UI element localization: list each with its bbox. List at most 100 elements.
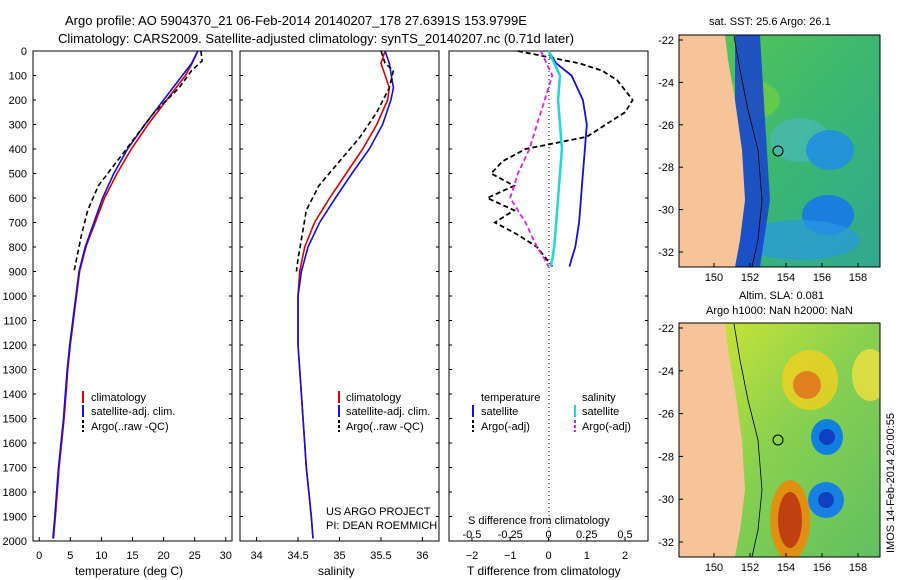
x-tick-label: 20 <box>157 550 169 562</box>
x-tick-label: 34 <box>250 550 262 562</box>
depth-tick-label: 900 <box>9 267 27 279</box>
legend-title-salinity: salinity <box>582 392 616 404</box>
legend-label-argo: Argo(..raw -QC) <box>91 421 169 433</box>
series-line-satellite-adj-clim- <box>52 50 199 539</box>
series-line-satellite-adj-clim- <box>297 50 395 539</box>
legend-label-climatology: climatology <box>346 392 402 404</box>
s-diff-tick-label: 0.25 <box>576 529 597 541</box>
lon-tick-label: 152 <box>741 562 759 574</box>
sla-map-title-line2: Argo h1000: NaN h2000: NaN <box>706 305 853 317</box>
lat-tick-label: -22 <box>658 35 674 47</box>
depth-tick-label: 1700 <box>3 463 27 475</box>
legend-label-satellite: satellite-adj. clim. <box>346 406 430 418</box>
sla-map-frame <box>678 322 881 558</box>
sst-map-isobath <box>733 35 763 267</box>
lat-tick-label: -32 <box>658 247 674 259</box>
s-diff-tick-label: 0.5 <box>617 529 632 541</box>
sla-map-axes: -22 -24 -26 -28 -30 -32 150 152 154 156 158 <box>658 323 867 574</box>
lat-tick-label: -30 <box>658 494 674 506</box>
depth-tick-label: 800 <box>9 242 27 254</box>
sla-map-title-line1: Altim. SLA: 0.081 <box>739 290 824 302</box>
legend-label-temp-argo: Argo(-adj) <box>481 421 530 433</box>
x-tick-label: 5 <box>67 550 73 562</box>
x-tick-label: 25 <box>189 550 201 562</box>
depth-tick-label: 200 <box>9 95 27 107</box>
sst-map-image <box>679 35 880 267</box>
sst-map-axes: -22 -24 -26 -28 -30 -32 150 152 154 156 158 <box>658 35 867 284</box>
depth-tick-label: 100 <box>9 71 27 83</box>
difference-plot <box>485 50 634 268</box>
depth-tick-label: 1100 <box>3 316 27 328</box>
lat-tick-label: -26 <box>658 409 674 421</box>
salinity-plot-frame <box>239 50 440 542</box>
x-tick-label: 36 <box>416 550 428 562</box>
depth-tick-label: 1300 <box>3 365 27 377</box>
lon-tick-label: 156 <box>813 562 831 574</box>
temperature-plot-frame <box>32 50 233 542</box>
series-line-salinity-argo-adj- <box>509 50 554 268</box>
series-line-climatology <box>52 50 199 539</box>
footer-timestamp: IMOS 14-Feb-2014 20:00:55 <box>885 413 897 553</box>
x-tick-label: 34.5 <box>287 550 308 562</box>
temperature-axis-label: temperature (deg C) <box>75 564 183 578</box>
lon-tick-label: 150 <box>705 272 723 284</box>
salinity-axis-label: salinity <box>318 564 355 578</box>
lat-tick-label: -32 <box>658 537 674 549</box>
legend-label-temp-satellite: satellite <box>481 406 518 418</box>
s-diff-tick-label: 0 <box>545 529 551 541</box>
x-tick-label: 35 <box>333 550 345 562</box>
legend-label-sal-satellite: satellite <box>582 406 619 418</box>
depth-tick-label: 1900 <box>3 512 27 524</box>
lon-tick-label: 158 <box>849 272 867 284</box>
sla-map-land <box>679 323 745 557</box>
difference-legend: temperature salinity satellite Argo(-adj… <box>472 392 631 433</box>
argo-float-location-marker <box>772 434 784 446</box>
depth-tick-label: 400 <box>9 144 27 156</box>
depth-tick-label: 500 <box>9 169 27 181</box>
lat-tick-label: -30 <box>658 205 674 217</box>
credit-project: US ARGO PROJECT <box>326 506 431 518</box>
x-tick-label: 30 <box>220 550 232 562</box>
lon-tick-label: 154 <box>777 272 795 284</box>
lon-tick-label: 154 <box>777 562 795 574</box>
lat-tick-label: -28 <box>658 162 674 174</box>
s-diff-tick-label: -0.25 <box>498 529 523 541</box>
x-tick-label: 35.5 <box>370 550 391 562</box>
x-tick-label: 10 <box>95 550 107 562</box>
difference-x-axis: −2 −1 0 1 2 -0.5 -0.25 0 0.25 0.5 <box>462 529 632 562</box>
legend-label-argo: Argo(..raw -QC) <box>346 421 424 433</box>
depth-tick-label: 0 <box>21 46 27 58</box>
sla-map-image <box>679 323 880 557</box>
series-line-climatology <box>297 50 391 539</box>
lat-tick-label: -24 <box>658 366 674 378</box>
lon-tick-label: 152 <box>741 272 759 284</box>
lat-tick-label: -24 <box>658 77 674 89</box>
depth-axis: 0 100 200 300 400 500 600 700 800 900 1000 1100 1200… <box>3 46 648 548</box>
lon-tick-label: 158 <box>849 562 867 574</box>
x-tick-label: 15 <box>126 550 138 562</box>
sst-map-frame <box>678 34 881 268</box>
x-tick-label: 1 <box>584 550 590 562</box>
sla-map-isobath <box>733 323 763 557</box>
x-tick-label: −2 <box>466 550 479 562</box>
lat-tick-label: -28 <box>658 451 674 463</box>
legend-label-satellite: satellite-adj. clim. <box>91 406 175 418</box>
x-tick-label: 2 <box>622 550 628 562</box>
series-line-argo-raw-qc- <box>73 50 204 272</box>
depth-tick-label: 1600 <box>3 438 27 450</box>
depth-tick-label: 2000 <box>3 536 27 548</box>
figure-title-line2: Climatology: CARS2009. Satellite-adjuste… <box>58 31 574 46</box>
t-difference-axis-label: T difference from climatology <box>467 564 621 578</box>
series-line-argo-raw-qc- <box>295 50 395 272</box>
s-difference-axis-label: S difference from climatology <box>468 515 610 527</box>
legend-label-climatology: climatology <box>91 392 147 404</box>
sst-map-title: sat. SST: 25.6 Argo: 26.1 <box>709 16 831 28</box>
depth-tick-label: 700 <box>9 218 27 230</box>
salinity-x-axis: 34 34.5 35 35.5 36 <box>250 537 429 562</box>
depth-tick-label: 300 <box>9 120 27 132</box>
lat-tick-label: -26 <box>658 120 674 132</box>
series-line-temperature-argo-adj- <box>485 50 634 268</box>
temperature-legend: climatology satellite-adj. clim. Argo(..… <box>82 391 175 433</box>
legend-title-temperature: temperature <box>481 392 540 404</box>
temperature-plot <box>52 50 204 539</box>
